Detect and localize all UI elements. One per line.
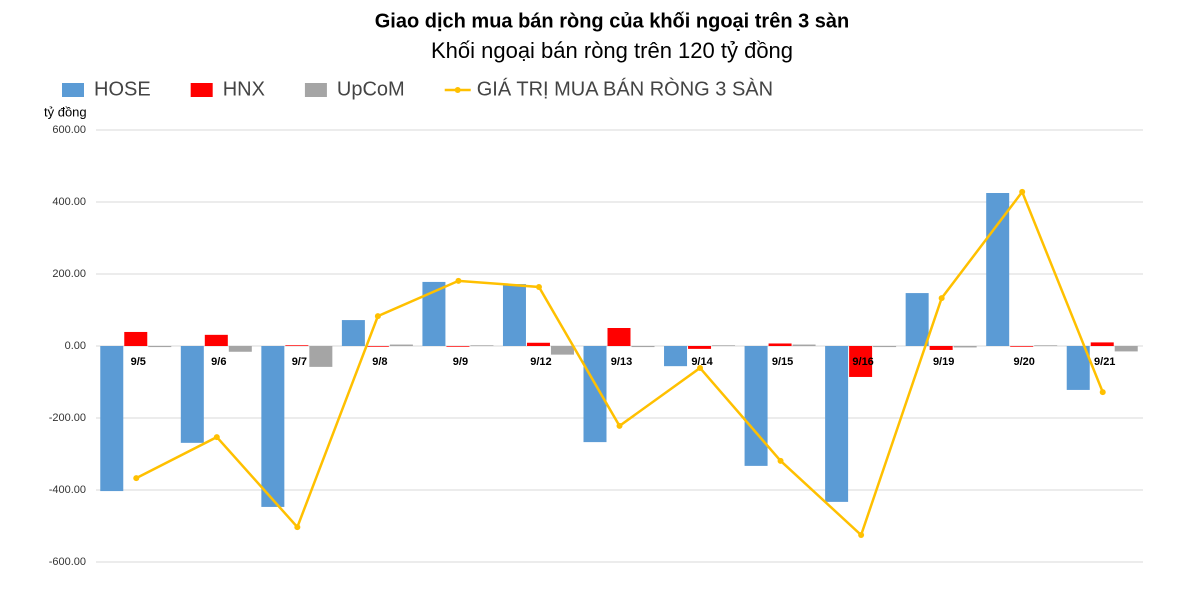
x-tick-label: 9/16	[852, 356, 873, 368]
bar	[929, 346, 953, 350]
x-tick-label: 9/6	[211, 356, 226, 368]
bar	[446, 346, 470, 347]
y-tick-label: 600.00	[52, 124, 86, 136]
line-marker	[133, 475, 140, 482]
bar	[180, 346, 204, 443]
bar	[502, 284, 526, 346]
bar	[470, 345, 494, 346]
line-marker	[858, 532, 865, 538]
bar	[792, 344, 816, 346]
line-marker	[1019, 188, 1026, 195]
bar	[422, 281, 446, 346]
line-marker	[938, 295, 945, 302]
line-marker	[374, 313, 381, 320]
x-tick-label: 9/15	[772, 356, 793, 368]
x-tick-label: 9/13	[611, 356, 632, 368]
chart-subtitle: Khối ngoại bán ròng trên 120 tỷ đồng	[431, 38, 793, 63]
line-marker	[1099, 389, 1106, 396]
legend-label: GIÁ TRỊ MUA BÁN RÒNG 3 SÀN	[477, 77, 773, 100]
y-tick-label: 400.00	[52, 196, 86, 208]
x-tick-label: 9/20	[1013, 356, 1034, 368]
legend-swatch	[190, 83, 213, 97]
x-tick-label: 9/9	[453, 356, 468, 368]
chart-title: Giao dịch mua bán ròng của khối ngoại tr…	[375, 10, 850, 32]
legend-marker	[454, 87, 461, 93]
bar	[607, 328, 631, 346]
x-tick-label: 9/14	[691, 356, 713, 368]
bar	[204, 334, 228, 346]
bar	[953, 346, 977, 348]
legend-swatch	[304, 83, 327, 97]
x-tick-label: 9/8	[372, 356, 387, 368]
bar	[100, 346, 124, 492]
bar	[744, 346, 768, 466]
bar	[1114, 346, 1138, 352]
line-marker	[777, 457, 784, 464]
bar	[631, 346, 655, 348]
legend-label: HOSE	[94, 78, 151, 100]
bar	[664, 346, 688, 367]
legend-label: HNX	[223, 78, 265, 100]
bar	[825, 346, 849, 502]
bar	[712, 345, 736, 346]
bar	[1090, 342, 1114, 346]
legend-label: UpCoM	[337, 78, 405, 100]
bar	[873, 346, 897, 348]
bar	[1066, 346, 1090, 390]
bar	[986, 193, 1010, 346]
line-marker	[294, 524, 301, 531]
line-marker	[455, 277, 462, 284]
bar	[849, 346, 873, 377]
line-marker	[213, 434, 220, 441]
legend-swatch	[62, 83, 84, 97]
line-marker	[535, 283, 542, 290]
bar	[341, 320, 365, 346]
bar	[261, 346, 285, 507]
bar	[365, 346, 389, 347]
bar	[124, 331, 148, 346]
bar	[148, 346, 172, 348]
x-tick-label: 9/7	[292, 356, 307, 368]
bar	[285, 345, 309, 346]
bar	[1010, 346, 1034, 347]
bar	[389, 344, 413, 346]
y-axis-label: tỷ đồng	[44, 104, 87, 119]
bar	[526, 342, 550, 346]
x-tick-label: 9/5	[131, 356, 146, 368]
x-tick-label: 9/12	[530, 356, 551, 368]
bar	[905, 293, 929, 346]
bar	[1034, 345, 1058, 346]
bar	[768, 343, 792, 346]
bar	[550, 346, 574, 355]
bar	[309, 346, 333, 367]
y-tick-label: -200.00	[49, 412, 86, 424]
bar	[688, 346, 712, 349]
y-tick-label: 0.00	[65, 340, 86, 352]
bar	[583, 346, 607, 443]
y-tick-label: -400.00	[49, 484, 86, 496]
line-marker	[697, 364, 704, 371]
bar	[228, 346, 252, 352]
line-marker	[616, 422, 623, 429]
x-tick-label: 9/21	[1094, 356, 1115, 368]
y-tick-label: 200.00	[52, 268, 86, 280]
x-tick-label: 9/19	[933, 356, 954, 368]
y-tick-label: -600.00	[49, 556, 86, 568]
